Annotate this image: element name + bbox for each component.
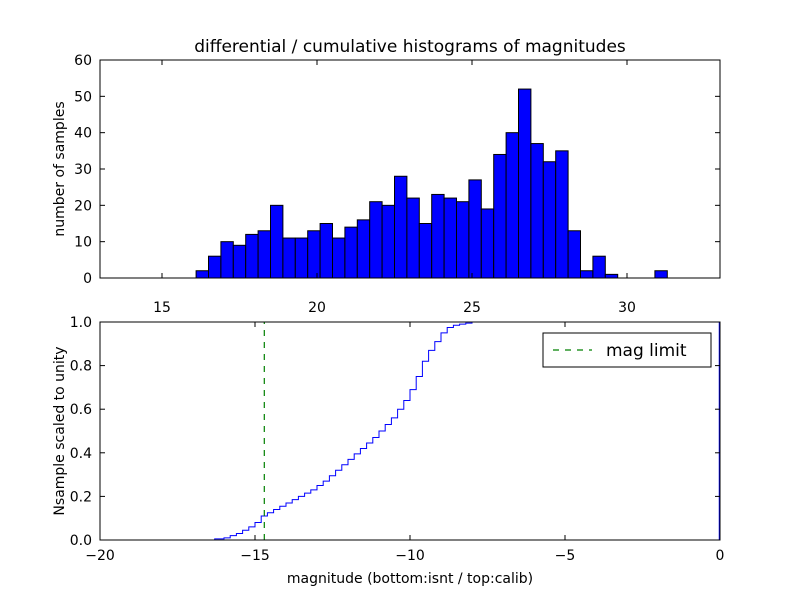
bottom-x-tick-label: 0 (716, 548, 725, 564)
histogram-bar (431, 193, 445, 279)
histogram-bar (654, 270, 668, 279)
top-y-ticks: 0 10 20 30 40 50 60 (74, 53, 720, 287)
bottom-y-tick-label: 1.0 (70, 315, 92, 331)
bottom-x-ticks: −20 −15 −10 −5 0 (85, 322, 724, 564)
bottom-x-axis-label: magnitude (bottom:isnt / top:calib) (287, 571, 533, 587)
histogram-bar (232, 244, 247, 279)
histogram-bar (542, 161, 557, 279)
bottom-y-tick-label: 0.0 (70, 533, 92, 549)
top-y-tick-label: 60 (74, 53, 92, 69)
bottom-y-tick-label: 0.6 (70, 402, 92, 418)
top-x-ticks: 15 20 25 30 (153, 60, 636, 316)
histogram-bar (220, 241, 234, 279)
bottom-y-axis-label: Nsample scaled to unity (52, 346, 68, 515)
top-x-tick-label: 25 (463, 300, 481, 316)
histogram-bar (369, 201, 383, 279)
histogram-bar (307, 230, 321, 279)
histogram-bar (270, 204, 284, 279)
top-x-tick-label: 15 (153, 300, 171, 316)
top-x-tick-label: 30 (618, 300, 636, 316)
histogram-bar (468, 179, 482, 279)
bottom-y-ticks: 0.0 0.2 0.4 0.6 0.8 1.0 (70, 315, 720, 549)
histogram-bar (332, 237, 346, 279)
bottom-y-tick-label: 0.2 (70, 489, 92, 505)
legend: mag limit (542, 332, 712, 368)
histogram-bar (456, 201, 470, 279)
bottom-y-tick-label: 0.8 (70, 359, 92, 375)
histogram-bar (480, 208, 495, 279)
legend-entry-mag-limit: mag limit (606, 341, 687, 361)
histogram-bar (344, 226, 358, 279)
top-y-axis-label: number of samples (52, 101, 68, 236)
histogram-bar (567, 230, 581, 279)
figure-title: differential / cumulative histograms of … (194, 37, 626, 57)
top-y-tick-label: 30 (74, 162, 92, 178)
histogram-bar (580, 270, 594, 279)
histogram-bar (518, 88, 532, 279)
histogram-bar (505, 132, 520, 279)
histogram-bar (394, 175, 408, 279)
histogram-bar (208, 255, 222, 279)
top-y-tick-label: 0 (83, 271, 92, 287)
top-y-tick-label: 40 (74, 126, 92, 142)
histogram-bar (530, 143, 544, 279)
top-y-tick-label: 10 (74, 235, 92, 251)
bottom-x-tick-label: −20 (85, 548, 115, 564)
histogram-bar (381, 204, 396, 279)
histogram-bar (443, 197, 458, 279)
histogram-bar (406, 197, 420, 279)
bottom-x-tick-label: −10 (395, 548, 425, 564)
histogram-bar (555, 150, 569, 279)
bottom-y-tick-label: 0.4 (70, 446, 92, 462)
histogram-bar (282, 237, 296, 279)
histogram-bar (257, 230, 272, 279)
histogram-bar (418, 223, 433, 279)
top-histogram-bars (195, 88, 668, 279)
histogram-bar (195, 270, 210, 279)
histogram-bar (245, 233, 259, 279)
top-x-tick-label: 20 (308, 300, 326, 316)
top-y-tick-label: 50 (74, 89, 92, 105)
histogram-bar (319, 223, 334, 279)
histogram-bar (592, 255, 606, 279)
histogram-bar (294, 237, 309, 279)
cumulative-step-line (100, 321, 513, 541)
histogram-bar (604, 273, 619, 279)
histogram-bar (356, 219, 371, 279)
bottom-x-tick-label: −15 (240, 548, 270, 564)
top-y-tick-label: 20 (74, 198, 92, 214)
histogram-bar (493, 153, 507, 279)
bottom-x-tick-label: −5 (555, 548, 576, 564)
